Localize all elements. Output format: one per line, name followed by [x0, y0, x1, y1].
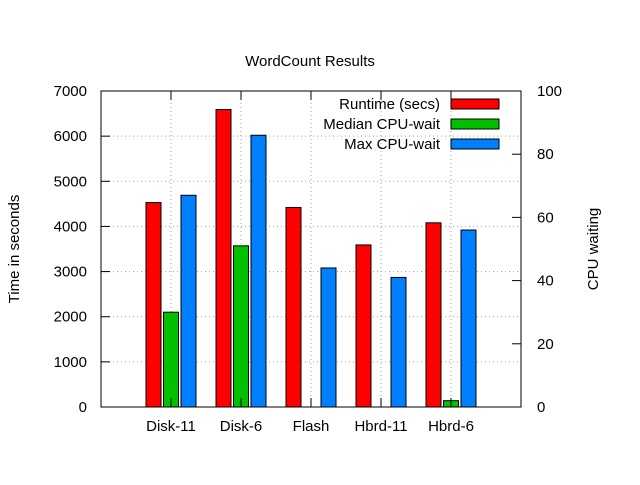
y-axis-title: Time in seconds: [6, 195, 23, 304]
y-tick-label: 1000: [54, 354, 87, 371]
bar-median-cpu-wait: [163, 311, 179, 408]
bar-max-cpu-wait: [390, 276, 407, 408]
y2-tick-label: 40: [537, 273, 554, 290]
legend-swatch: [450, 118, 500, 130]
y2-tick-label: 80: [537, 146, 554, 163]
y-tick-label: 5000: [54, 173, 87, 190]
x-tick-label: Hbrd-6: [428, 418, 474, 435]
legend-label: Median CPU-wait: [323, 116, 441, 133]
y2-axis-title: CPU waiting: [585, 208, 602, 291]
y2-tick-label: 20: [537, 336, 554, 353]
legend: Runtime (secs) Median CPU-wait Max CPU-wai…: [323, 96, 500, 153]
y2-tick-label: 0: [537, 399, 545, 416]
x-tick-label: Flash: [293, 418, 330, 435]
x-tick-label: Disk-6: [220, 418, 263, 435]
y-tick-label: 2000: [54, 309, 87, 326]
legend-swatch: [450, 98, 500, 110]
legend-swatch: [450, 138, 500, 150]
bar-runtime-secs: [285, 206, 302, 408]
chart-title: WordCount Results: [245, 53, 375, 70]
x-tick-label: Disk-11: [146, 418, 196, 435]
y2-tick-label: 60: [537, 209, 554, 226]
legend-label: Max CPU-wait: [344, 136, 441, 153]
bar-max-cpu-wait: [460, 229, 477, 408]
bar-max-cpu-wait: [250, 134, 267, 408]
ticks: [101, 90, 521, 408]
y2-tick-label: 100: [537, 83, 562, 100]
tick-labels: 0 1000 2000 3000 4000 5000 6000 7000 0 20 40 60 80 10…: [54, 83, 562, 435]
bar-median-cpu-wait: [233, 245, 249, 408]
y-tick-label: 0: [79, 399, 87, 416]
x-tick-label: Hbrd-11: [354, 418, 407, 435]
bar-max-cpu-wait: [180, 194, 197, 408]
legend-label: Runtime (secs): [339, 96, 440, 113]
y-tick-label: 6000: [54, 128, 87, 145]
y-tick-label: 7000: [54, 83, 87, 100]
bars: [145, 109, 477, 408]
bar-runtime-secs: [355, 244, 372, 408]
bar-max-cpu-wait: [320, 267, 337, 408]
bar-runtime-secs: [425, 222, 442, 408]
y-tick-label: 4000: [54, 218, 87, 235]
bar-runtime-secs: [145, 202, 162, 408]
bar-runtime-secs: [215, 109, 232, 408]
y-tick-label: 3000: [54, 264, 87, 281]
